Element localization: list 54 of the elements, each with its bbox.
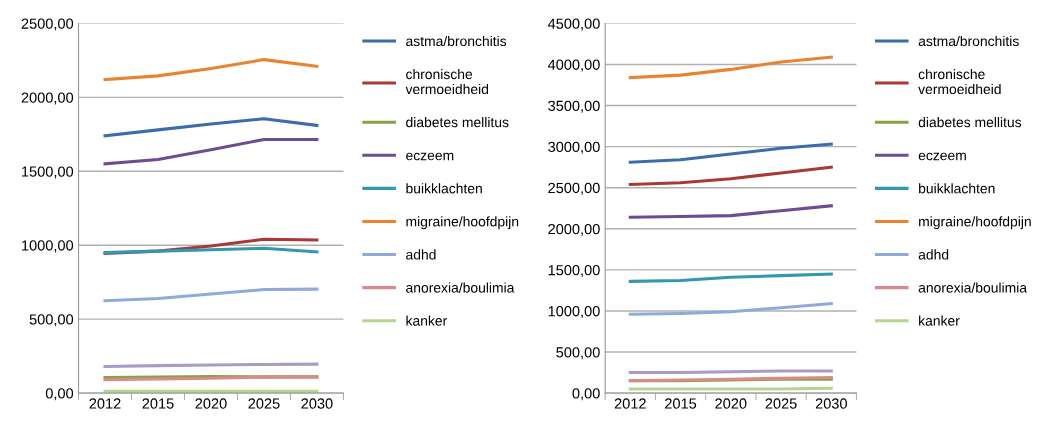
line-series [628,302,833,316]
y-tick-label: 4500,00 [547,18,600,31]
legend-label: buikklachten [919,183,995,194]
x-tick-label: 2020 [715,398,747,409]
line-series [103,117,319,138]
y-tick-label: 2500,00 [21,18,74,31]
y-tick-label: 1000,00 [548,306,600,319]
legend-label: diabetes mellitus [406,117,509,128]
legend-label: eczeem [918,152,966,161]
x-tick-label: 2020 [195,398,227,409]
legend-label: anorexia/boulimia [406,282,515,293]
legend-label: chronische vermoeidheid [405,68,489,95]
line-series [628,272,833,283]
y-tick-label: 500,00 [556,347,600,360]
legend-label: kanker [919,315,960,326]
y-tick-label: 2000,00 [548,223,600,236]
line-series [628,55,833,80]
legend-label: adhd [406,249,436,260]
y-tick-label: 0,00 [45,388,74,401]
legend-label: astma/bronchitis [918,35,1019,47]
y-tick-label: 2500,00 [548,182,600,195]
legend-label: diabetes mellitus [918,117,1022,128]
legend-label: astma/bronchitis [406,35,507,47]
x-tick-label: 2015 [142,398,174,409]
legend-label: buikklachten [406,183,482,194]
y-tick-label: 1000,00 [22,240,74,253]
x-tick-label: 2012 [89,398,121,409]
legend-label: migraine/hoofdpijn [406,216,519,230]
x-tick-label: 2030 [301,398,333,409]
legend-label: kanker [406,315,447,326]
y-tick-label: 3500,00 [548,100,600,113]
x-tick-label: 2030 [815,398,847,409]
y-tick-label: 2000,00 [21,92,74,105]
x-tick-label: 2012 [614,398,646,409]
x-tick-label: 2025 [248,398,280,409]
line-series [628,165,833,186]
y-tick-label: 1500,00 [548,264,600,278]
x-tick-label: 2015 [665,398,697,409]
x-tick-label: 2025 [765,398,797,409]
legend-label: migraine/hoofdpijn [919,216,1031,230]
y-tick-label: 4000,00 [547,59,600,72]
line-series [103,58,319,82]
line-series [628,142,833,164]
legend-label: anorexia/boulimia [918,282,1028,293]
legend-label: adhd [918,249,949,260]
legend-label: eczeem [406,152,454,161]
y-tick-label: 3000,00 [548,141,600,154]
y-tick-label: 1500,00 [22,166,74,179]
y-tick-label: 500,00 [29,314,74,327]
y-tick-label: 0,00 [572,388,600,401]
legend-label: chronische vermoeidheid [918,68,1001,95]
line-series [628,204,833,219]
line-series [103,137,319,166]
line-series [103,287,319,303]
